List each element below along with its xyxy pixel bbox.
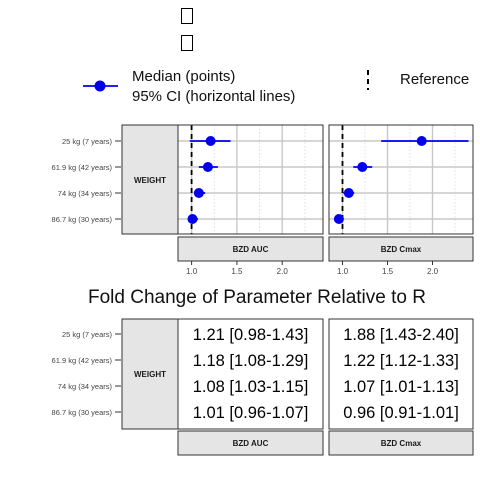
- panel-background: [178, 125, 323, 234]
- table-panel: [328, 318, 474, 430]
- legend-ci-label: 95% CI (horizontal lines): [132, 88, 295, 105]
- table-cell-label: 0.96 [0.91-1.01]: [343, 404, 459, 422]
- panels-top: BZD AUC 1.0 1.5 2.0 BZD Cmax 1.0 1.5 2.0: [177, 124, 474, 276]
- legend: Median (points) 95% CI (horizontal lines…: [83, 68, 469, 105]
- median-point: [357, 162, 368, 172]
- row-tick-label: 25 kg (7 years): [62, 137, 113, 146]
- row-tick-label: 86.7 kg (30 years): [52, 215, 113, 224]
- covariate-strip: [121, 124, 179, 235]
- panel-strip-label: BZD Cmax: [381, 245, 422, 254]
- table-panel-strip-label: BZD AUC: [233, 439, 269, 448]
- x-tick-label: 1.5: [231, 267, 243, 276]
- missing-glyph-icon: [181, 35, 193, 51]
- table-cell-label: 1.07 [1.01-1.13]: [343, 378, 459, 396]
- panel-strip-label: BZD AUC: [233, 245, 269, 254]
- table-cell-label: 1.22 [1.12-1.33]: [343, 352, 459, 370]
- x-tick-label: 1.0: [186, 267, 198, 276]
- median-point: [333, 214, 344, 224]
- median-point: [187, 214, 198, 224]
- table-cell-label: 1.08 [1.03-1.15]: [193, 378, 309, 396]
- row-tick-label: 74 kg (34 years): [58, 189, 113, 198]
- x-tick-label: 1.0: [337, 267, 349, 276]
- panel-strip: [328, 236, 474, 262]
- median-point: [343, 188, 354, 198]
- panels-bottom: 1.01 [0.96-1.07] 1.08 [1.03-1.15] 1.18 [1.…: [177, 318, 474, 456]
- median-point: [416, 136, 427, 146]
- covariate-strip-table: [121, 318, 179, 430]
- legend-reference-label: Reference: [400, 71, 469, 88]
- median-point: [205, 136, 216, 146]
- row-labels-top: 86.7 kg (30 years) 74 kg (34 years) 61.9 k…: [52, 137, 121, 224]
- panel-border: [328, 124, 474, 235]
- row-tick-label: 61.9 kg (42 years): [52, 356, 113, 365]
- panel-border: [177, 124, 324, 235]
- covariate-strip-label: WEIGHT: [134, 176, 166, 185]
- legend-point-icon: [94, 80, 106, 92]
- row-labels-bottom: 86.7 kg (30 years) 74 kg (34 years) 61.9 k…: [52, 330, 121, 417]
- panel-strip: [177, 236, 324, 262]
- x-axis-title: Fold Change of Parameter Relative to R: [88, 287, 426, 308]
- missing-glyph-icon: [181, 8, 193, 24]
- row-tick-label: 61.9 kg (42 years): [52, 163, 113, 172]
- table-cell-label: 1.01 [0.96-1.07]: [193, 404, 309, 422]
- table-panel: [177, 318, 324, 430]
- x-tick-label: 2.0: [427, 267, 439, 276]
- row-tick-label: 25 kg (7 years): [62, 330, 113, 339]
- table-panel-strip: [328, 430, 474, 456]
- legend-median-label: Median (points): [132, 68, 235, 85]
- median-point: [202, 162, 213, 172]
- median-point: [193, 188, 204, 198]
- table-panel-strip: [177, 430, 324, 456]
- table-cell-label: 1.88 [1.43-2.40]: [343, 326, 459, 344]
- row-tick-label: 74 kg (34 years): [58, 382, 113, 391]
- x-tick-label: 1.5: [382, 267, 394, 276]
- row-tick-label: 86.7 kg (30 years): [52, 408, 113, 417]
- table-cell-label: 1.18 [1.08-1.29]: [193, 352, 309, 370]
- x-tick-label: 2.0: [277, 267, 289, 276]
- covariate-strip-table-label: WEIGHT: [134, 370, 166, 379]
- table-panel-strip-label: BZD Cmax: [381, 439, 422, 448]
- table-cell-label: 1.21 [0.98-1.43]: [193, 326, 309, 344]
- panel-background: [329, 125, 473, 234]
